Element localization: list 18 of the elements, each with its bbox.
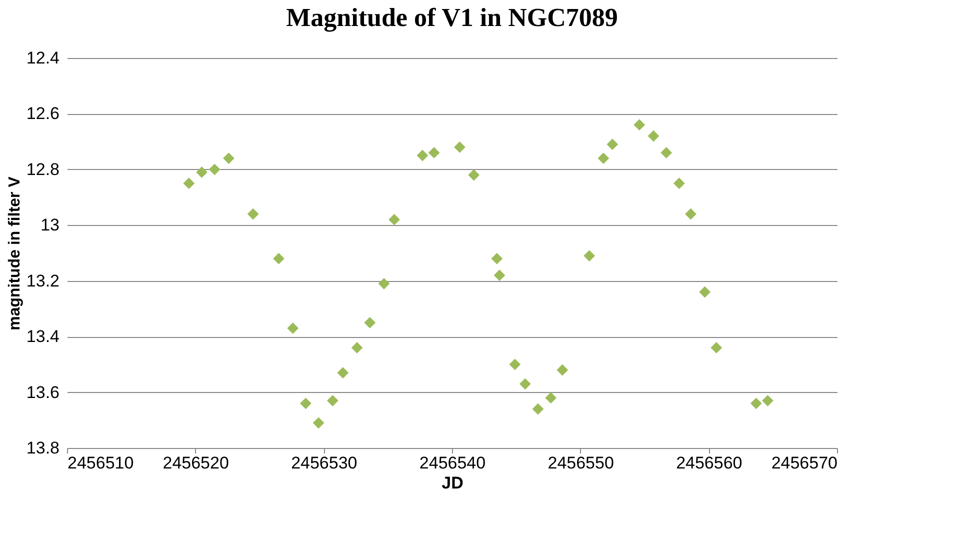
y-tick-label: 13.6	[26, 382, 60, 402]
x-tick-label: 2456510	[68, 454, 134, 472]
x-axis-title: JD	[442, 474, 464, 492]
y-tick-label: 13.2	[26, 271, 60, 290]
y-axis-title: magnitude in filter V	[6, 176, 24, 330]
x-tick-label: 2456530	[291, 454, 358, 472]
y-tick-label: 12.6	[26, 104, 60, 124]
x-tick-label: 2456560	[676, 454, 742, 472]
y-tick-label: 13	[40, 216, 60, 235]
y-tick-label: 12.4	[26, 48, 60, 68]
x-tick-label: 2456550	[548, 454, 614, 472]
y-tick-label: 13.8	[26, 438, 60, 458]
chart-title: Magnitude of V1 in NGC7089	[286, 3, 618, 32]
y-tick-label: 12.8	[26, 160, 60, 179]
x-tick-label: 2456570	[771, 454, 838, 472]
x-tick-label: 2456520	[162, 454, 229, 472]
x-tick-label: 2456540	[419, 454, 486, 472]
y-tick-label: 13.4	[26, 327, 60, 346]
